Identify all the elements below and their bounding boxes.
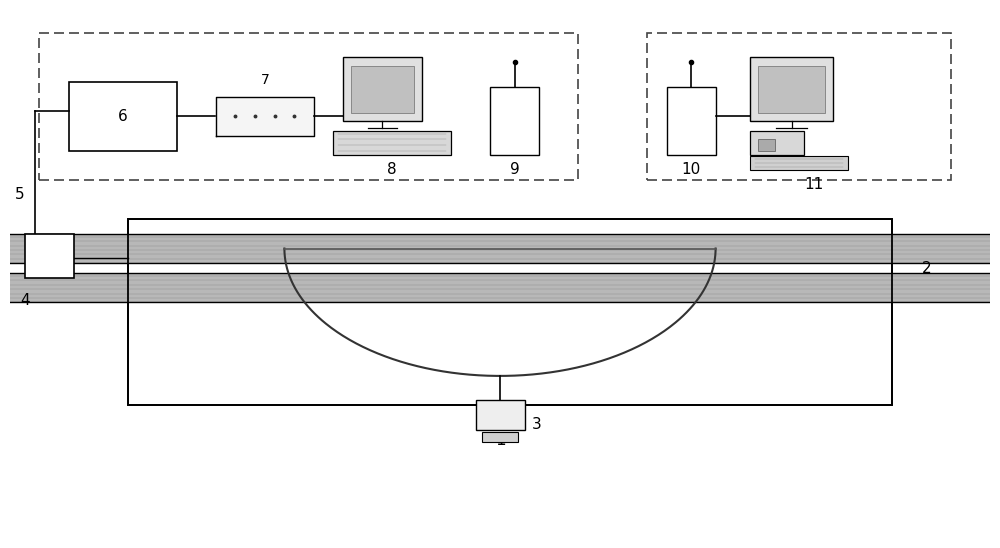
Bar [333, 131, 451, 156]
Bar [482, 432, 518, 442]
Bar [25, 234, 74, 278]
Text: 8: 8 [387, 162, 397, 178]
Bar [10, 273, 990, 302]
Bar [750, 156, 848, 170]
Bar [758, 139, 775, 151]
Bar [667, 87, 716, 156]
Text: 2: 2 [921, 261, 931, 276]
Bar [476, 401, 524, 430]
Text: 3: 3 [531, 418, 541, 432]
Text: 5: 5 [15, 187, 25, 202]
Text: 6: 6 [118, 109, 128, 124]
Bar [750, 131, 804, 156]
Text: 11: 11 [804, 177, 823, 192]
Bar [490, 87, 539, 156]
Bar [10, 234, 990, 263]
Text: 10: 10 [681, 162, 701, 178]
Bar [128, 219, 892, 406]
Bar [39, 33, 578, 180]
Text: 1: 1 [495, 431, 505, 449]
Polygon shape [216, 96, 314, 136]
Text: 9: 9 [510, 162, 520, 178]
Bar [128, 219, 892, 406]
Text: 4: 4 [20, 293, 29, 307]
Bar [351, 66, 414, 113]
Bar [758, 66, 825, 113]
Bar [750, 58, 833, 121]
Bar [69, 82, 177, 151]
Bar [647, 33, 951, 180]
Text: 7: 7 [260, 73, 269, 87]
Bar [343, 58, 422, 121]
